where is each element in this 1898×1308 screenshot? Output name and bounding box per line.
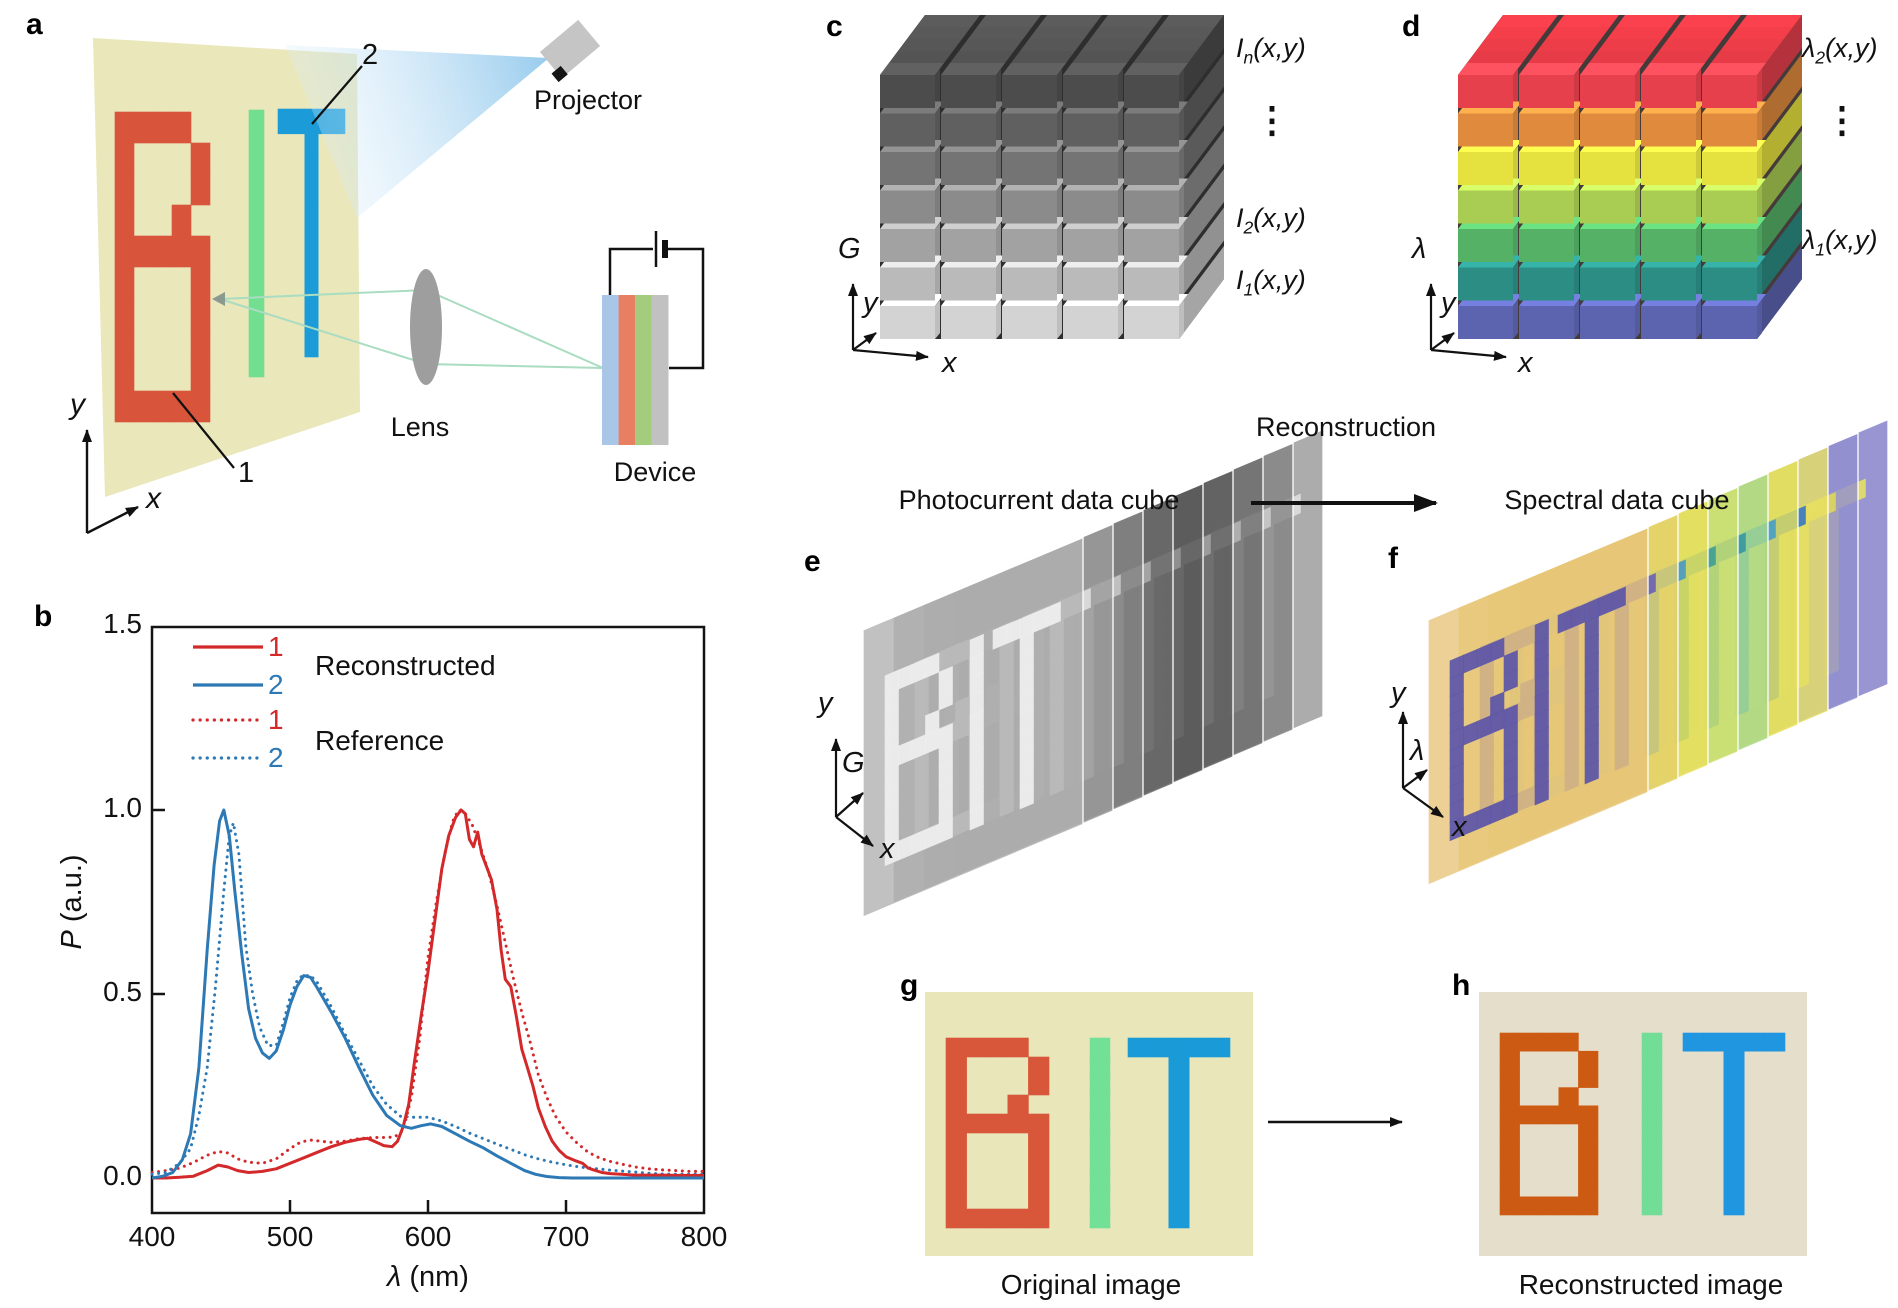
d-x-axis-arrow (1430, 348, 1507, 361)
photocurrent-cube (880, 15, 1224, 339)
static-arrows (82, 65, 1507, 1127)
photocurrent-slice-stack (862, 428, 1324, 918)
panel-a-schematic (93, 19, 705, 497)
original-reconstructed-images (925, 992, 1807, 1256)
lens-icon (410, 269, 442, 385)
spectral-cube (1458, 15, 1802, 339)
d-y-axis-arrow (1430, 332, 1455, 351)
series-1-reconstructed (152, 808, 704, 1180)
object-point-marker (212, 292, 225, 306)
image-slice (1427, 526, 1649, 886)
device-stripe (602, 295, 619, 445)
image-slice (862, 536, 1084, 918)
f-x-axis-arrow (1402, 787, 1444, 818)
projection-screen (93, 38, 360, 497)
f-lambda-axis-arrow (1402, 769, 1428, 789)
series-2-reference (150, 821, 706, 1176)
c-y-axis-arrow (852, 332, 877, 351)
device-stripe (651, 295, 669, 445)
callout-1-line (172, 392, 235, 469)
device-stripe (618, 295, 636, 445)
circuit-wire (668, 247, 705, 370)
circuit-wire (608, 247, 653, 295)
e-x-axis-arrow (835, 816, 874, 847)
projector-beam (285, 45, 549, 218)
spectra-chart (150, 625, 706, 1215)
spectral-slice-stack (1427, 418, 1889, 886)
a-x-axis-arrow (86, 505, 139, 535)
callout-2-line (311, 65, 363, 125)
device-stripe (635, 295, 652, 445)
projector-icon (539, 19, 601, 83)
series-1-reference (150, 808, 706, 1174)
e-G-axis-arrow (835, 792, 864, 818)
c-x-axis-arrow (852, 348, 929, 361)
series-2-reconstructed (151, 808, 704, 1180)
